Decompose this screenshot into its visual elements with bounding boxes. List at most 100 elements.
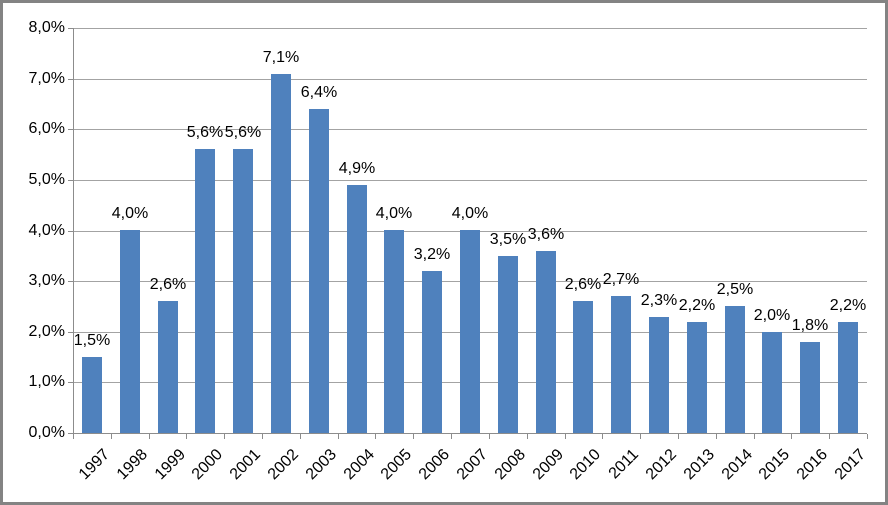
gridline	[73, 28, 867, 29]
x-axis-tick	[73, 434, 74, 439]
data-label-2005: 4,0%	[375, 205, 413, 222]
y-axis-tick	[68, 231, 73, 232]
x-axis-tick	[111, 434, 112, 439]
bar-2004	[347, 185, 367, 433]
data-label-2001: 5,6%	[224, 124, 262, 141]
y-axis-tick	[68, 180, 73, 181]
data-label-2016: 1,8%	[791, 317, 829, 334]
y-axis-tick-label: 3,0%	[28, 272, 65, 289]
x-axis-tick-label-2014: 2014	[718, 446, 757, 484]
x-axis-tick-label-2007: 2007	[453, 446, 492, 484]
x-axis-tick-label-2008: 2008	[491, 446, 530, 484]
bar-2005	[384, 230, 404, 433]
bar-2001	[233, 149, 253, 433]
x-axis-tick-label-2005: 2005	[377, 446, 416, 484]
bar-2007	[460, 230, 480, 433]
x-axis-tick-label-2013: 2013	[680, 446, 719, 484]
x-axis-tick	[375, 434, 376, 439]
bar-2003	[309, 109, 329, 433]
x-axis-tick	[791, 434, 792, 439]
data-label-2004: 4,9%	[338, 160, 376, 177]
x-axis-tick-label-2001: 2001	[226, 446, 265, 484]
data-label-2013: 2,2%	[678, 297, 716, 314]
x-axis-tick-label-2012: 2012	[642, 446, 681, 484]
x-axis-tick	[716, 434, 717, 439]
bar-2006	[422, 271, 442, 433]
x-axis-tick	[413, 434, 414, 439]
x-axis-tick-label-2003: 2003	[302, 446, 341, 484]
data-label-2015: 2,0%	[753, 307, 791, 324]
bar-2015	[762, 332, 782, 433]
y-axis-tick	[68, 79, 73, 80]
x-axis-tick	[186, 434, 187, 439]
x-axis-tick	[527, 434, 528, 439]
x-axis-tick-label-2002: 2002	[264, 446, 303, 484]
bar-2016	[800, 342, 820, 433]
x-axis-tick	[489, 434, 490, 439]
y-axis-tick-label: 1,0%	[28, 373, 65, 390]
x-axis-tick	[678, 434, 679, 439]
bar-2000	[195, 149, 215, 433]
x-axis-tick-label-2017: 2017	[831, 446, 870, 484]
y-axis-tick-label: 2,0%	[28, 323, 65, 340]
bar-2008	[498, 256, 518, 433]
gridline	[73, 180, 867, 181]
bar-2013	[687, 322, 707, 433]
x-axis-tick-label-2015: 2015	[755, 446, 794, 484]
bar-2012	[649, 317, 669, 433]
x-axis-tick	[300, 434, 301, 439]
y-axis-tick	[68, 129, 73, 130]
bar-1997	[82, 357, 102, 433]
bar-1998	[120, 230, 140, 433]
data-label-2017: 2,2%	[829, 297, 867, 314]
x-axis-tick-label-1999: 1999	[151, 446, 190, 484]
y-axis-tick	[68, 382, 73, 383]
x-axis-tick	[602, 434, 603, 439]
x-axis-tick	[338, 434, 339, 439]
bar-2010	[573, 301, 593, 433]
data-label-2000: 5,6%	[186, 124, 224, 141]
y-axis-tick-label: 4,0%	[28, 222, 65, 239]
x-axis-line	[68, 433, 867, 434]
x-axis-tick-label-2004: 2004	[340, 446, 379, 484]
data-label-2006: 3,2%	[413, 246, 451, 263]
data-label-2003: 6,4%	[300, 84, 338, 101]
x-axis-tick-label-1998: 1998	[113, 446, 152, 484]
x-axis-tick	[565, 434, 566, 439]
y-axis-tick-label: 0,0%	[28, 424, 65, 441]
bar-1999	[158, 301, 178, 433]
x-axis-tick	[754, 434, 755, 439]
x-axis-tick	[451, 434, 452, 439]
bar-2014	[725, 306, 745, 433]
y-axis-tick	[68, 281, 73, 282]
data-label-1997: 1,5%	[73, 332, 111, 349]
gridline	[73, 79, 867, 80]
x-axis-tick-label-2009: 2009	[529, 446, 568, 484]
y-axis-line	[73, 28, 74, 433]
x-axis-tick	[262, 434, 263, 439]
bar-2011	[611, 296, 631, 433]
data-label-2007: 4,0%	[451, 205, 489, 222]
x-axis-tick	[640, 434, 641, 439]
x-axis-tick-label-2010: 2010	[566, 446, 605, 484]
x-axis-tick	[224, 434, 225, 439]
y-axis-tick-label: 7,0%	[28, 70, 65, 87]
x-axis-tick-label-2016: 2016	[793, 446, 832, 484]
bar-2009	[536, 251, 556, 433]
x-axis-tick-label-2000: 2000	[188, 446, 227, 484]
data-label-2008: 3,5%	[489, 231, 527, 248]
bar-2017	[838, 322, 858, 433]
x-axis-tick	[867, 434, 868, 439]
y-axis-tick-label: 6,0%	[28, 120, 65, 137]
y-axis-tick	[68, 28, 73, 29]
data-label-1999: 2,6%	[149, 276, 187, 293]
x-axis-tick	[149, 434, 150, 439]
x-axis-tick-label-2006: 2006	[415, 446, 454, 484]
data-label-2011: 2,7%	[602, 271, 640, 288]
x-axis-tick-label-2011: 2011	[605, 446, 643, 483]
bar-chart-plot-area: 0,0% 1,0% 2,0% 3,0% 4,0% 5,0% 6,0% 7,0% 8,0% 1,5…	[3, 3, 885, 502]
data-label-2002: 7,1%	[262, 49, 300, 66]
y-axis-tick-label: 8,0%	[28, 19, 65, 36]
x-axis-tick	[829, 434, 830, 439]
